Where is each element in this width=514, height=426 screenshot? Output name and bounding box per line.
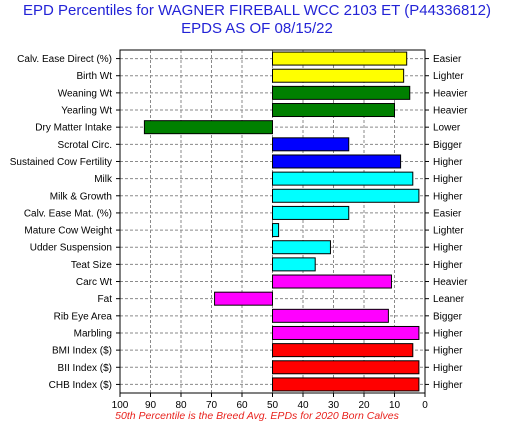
direction-label: Heavier	[433, 88, 468, 99]
direction-label: Higher	[433, 328, 463, 339]
trait-label: BMI Index ($)	[52, 346, 112, 357]
title-line-1: EPD Percentiles for WAGNER FIREBALL WCC …	[23, 2, 491, 19]
bar	[272, 360, 420, 375]
x-tick-label: 80	[175, 400, 187, 411]
bar	[272, 343, 414, 358]
title-line-2: EPDS AS OF 08/15/22	[181, 20, 333, 37]
bar	[272, 377, 420, 392]
bar	[272, 103, 395, 118]
x-tick-label: 20	[358, 400, 370, 411]
direction-label: Lower	[433, 123, 461, 134]
direction-label: Bigger	[433, 140, 463, 151]
bar	[272, 325, 420, 340]
x-tick-label: 0	[422, 400, 428, 411]
trait-label: Birth Wt	[76, 71, 112, 82]
bar	[272, 223, 280, 238]
chart-footnote: 50th Percentile is the Breed Avg. EPDs f…	[115, 410, 399, 422]
direction-label: Bigger	[433, 311, 463, 322]
direction-label: Higher	[433, 243, 463, 254]
bar	[272, 240, 331, 255]
chart-title: EPD Percentiles for WAGNER FIREBALL WCC …	[0, 2, 514, 38]
direction-labels: Easier Lighter Heavier Heavier Lower Bigger Hi…	[433, 54, 468, 391]
trait-label: Weaning Wt	[58, 88, 113, 99]
trait-label: Yearling Wt	[61, 106, 112, 117]
trait-label: CHB Index ($)	[49, 380, 112, 391]
trait-label: Milk & Growth	[50, 191, 112, 202]
direction-label: Higher	[433, 260, 463, 271]
direction-label: Lighter	[433, 226, 464, 237]
bar	[272, 68, 405, 83]
direction-label: Higher	[433, 174, 463, 185]
x-tick-label: 40	[297, 400, 309, 411]
x-tick-label: 50	[267, 400, 279, 411]
trait-label: Calv. Ease Mat. (%)	[24, 208, 112, 219]
bar	[272, 154, 402, 169]
bar	[272, 205, 350, 220]
direction-label: Leaner	[433, 294, 465, 305]
trait-label: Marbling	[74, 328, 112, 339]
trait-label: Udder Suspension	[30, 243, 112, 254]
bar	[272, 274, 392, 289]
direction-label: Higher	[433, 363, 463, 374]
grid	[116, 50, 429, 393]
direction-label: Heavier	[433, 106, 468, 117]
trait-label: Mature Cow Weight	[24, 226, 112, 237]
trait-label: Rib Eye Area	[54, 311, 113, 322]
x-tick-label: 90	[145, 400, 157, 411]
bar	[272, 257, 316, 272]
trait-label: Teat Size	[71, 260, 113, 271]
trait-label: BII Index ($)	[58, 363, 112, 374]
trait-label: Sustained Cow Fertility	[10, 157, 112, 168]
trait-label: Scrotal Circ.	[58, 140, 112, 151]
x-tick-label: 30	[328, 400, 340, 411]
direction-label: Lighter	[433, 71, 464, 82]
trait-label: Dry Matter Intake	[35, 123, 112, 134]
x-tick-label: 100	[112, 400, 129, 411]
bar	[272, 308, 389, 323]
direction-label: Easier	[433, 208, 462, 219]
bars	[143, 51, 420, 392]
x-ticks: 100 90 80 70 60 50 40 30 20 10 0	[112, 393, 428, 411]
x-tick-label: 10	[389, 400, 401, 411]
x-tick-label: 70	[206, 400, 218, 411]
trait-label: Carc Wt	[76, 277, 112, 288]
bar	[272, 137, 350, 152]
x-tick-label: 60	[236, 400, 248, 411]
direction-label: Higher	[433, 191, 463, 202]
direction-label: Higher	[433, 157, 463, 168]
bar	[272, 188, 420, 203]
direction-label: Heavier	[433, 277, 468, 288]
trait-label: Calv. Ease Direct (%)	[17, 54, 112, 65]
bar	[272, 51, 408, 66]
bar	[272, 85, 411, 100]
bar	[214, 291, 274, 306]
direction-label: Higher	[433, 346, 463, 357]
trait-label: Fat	[98, 294, 113, 305]
direction-label: Higher	[433, 380, 463, 391]
bar	[272, 171, 414, 186]
bar	[143, 120, 273, 135]
trait-label: Milk	[94, 174, 113, 185]
trait-labels: Calv. Ease Direct (%) Birth Wt Weaning Wt Y…	[10, 54, 113, 391]
direction-label: Easier	[433, 54, 462, 65]
